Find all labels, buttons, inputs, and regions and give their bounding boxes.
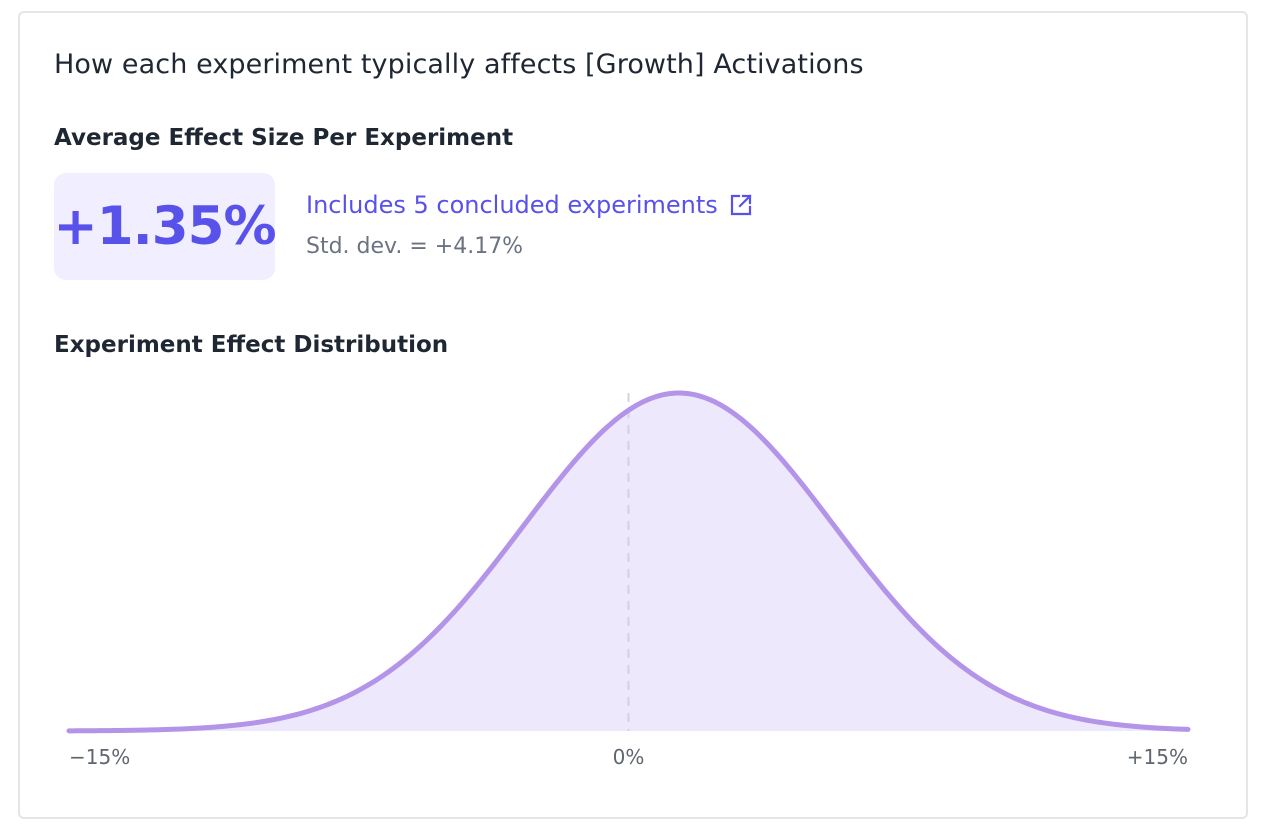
distribution-curve <box>66 390 1191 734</box>
concluded-experiments-link[interactable]: Includes 5 concluded experiments <box>306 191 753 219</box>
x-tick-label: −15% <box>69 745 130 769</box>
average-effect-box: +1.35% <box>53 173 277 280</box>
x-tick-label: +15% <box>1127 745 1188 769</box>
card-title: How each experiment typically affects [G… <box>54 49 864 80</box>
external-link-icon <box>729 193 753 217</box>
concluded-experiments-label: Includes 5 concluded experiments <box>306 191 718 219</box>
distribution-area <box>69 393 1188 731</box>
x-axis-ticks: −15% 0% +15% <box>69 745 1188 769</box>
average-effect-value: +1.35% <box>53 196 276 257</box>
distribution-heading: Experiment Effect Distribution <box>54 332 449 358</box>
average-effect-heading: Average Effect Size Per Experiment <box>54 125 514 151</box>
x-tick-label: 0% <box>613 745 645 769</box>
std-dev-text: Std. dev. = +4.17% <box>306 234 524 259</box>
